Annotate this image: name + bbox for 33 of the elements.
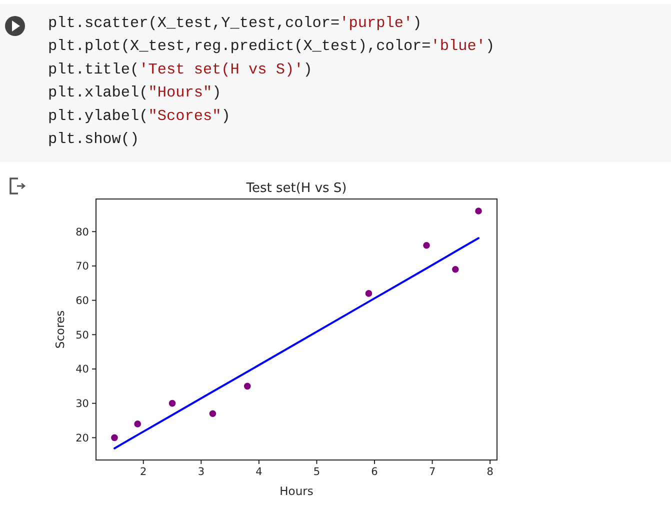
- y-tick-label: 60: [76, 294, 89, 307]
- point: [452, 266, 459, 273]
- x-tick-label: 6: [371, 466, 378, 478]
- x-tick-label: 2: [140, 466, 147, 478]
- text: plt.scatter(X_test,Y_test,color='purple'): [48, 14, 422, 32]
- x-tick-label: 5: [313, 466, 320, 478]
- point: [134, 420, 141, 428]
- x-tick-label: 4: [256, 466, 263, 478]
- point: [209, 410, 216, 418]
- x-axis-title: Hours: [280, 484, 314, 498]
- x-tick-label: 3: [198, 466, 205, 478]
- text: plt.ylabel("Scores"): [48, 106, 230, 125]
- text: plt.plot(X_test,reg.predict(X_test),color='blue'): [48, 37, 495, 56]
- x-tick-label: 8: [486, 466, 494, 478]
- text: plt.title('Test set(H vs S)'): [48, 60, 312, 78]
- line-series: [113, 237, 480, 450]
- y-tick-label: 20: [76, 432, 89, 444]
- text: plt.xlabel("Hours"): [48, 84, 222, 102]
- point: [244, 382, 251, 390]
- x-tick-label: 7: [428, 466, 436, 478]
- y-tick-label: 80: [76, 226, 89, 238]
- point: [111, 434, 118, 442]
- y-axis-title: Scores: [53, 310, 67, 349]
- text: plt.show(): [48, 130, 140, 148]
- point: [168, 400, 176, 407]
- y-tick-label: 40: [76, 364, 89, 376]
- y-tick-label: 70: [76, 260, 89, 273]
- y-tick-label: 30: [76, 398, 89, 410]
- y-tick-label: 50: [76, 329, 89, 342]
- point: [365, 290, 372, 297]
- chart-title: Test set(H vs S): [245, 181, 347, 196]
- point: [475, 208, 482, 214]
- point: [423, 242, 430, 249]
